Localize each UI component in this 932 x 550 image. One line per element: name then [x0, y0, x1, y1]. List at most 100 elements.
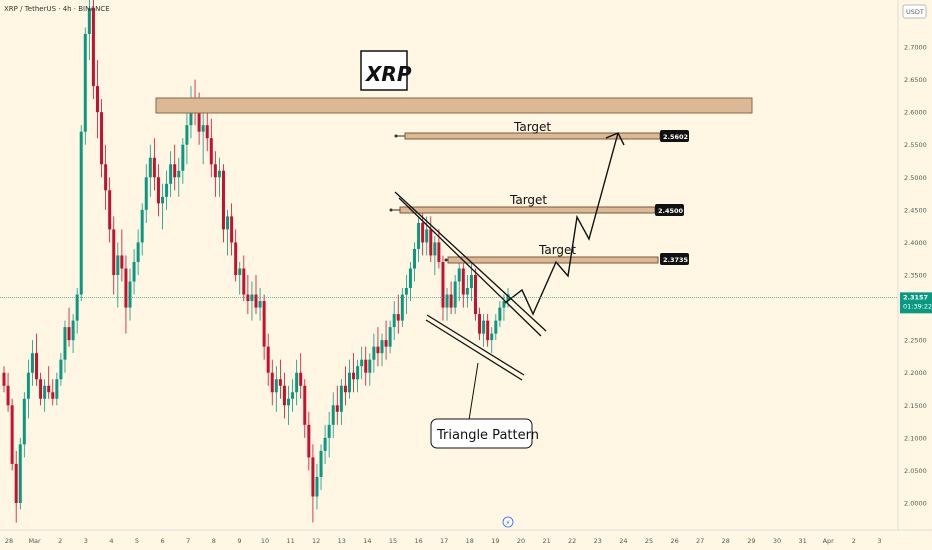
triangle-lower-line-a[interactable] [426, 314, 525, 376]
candle-body[interactable] [177, 170, 181, 178]
target-bar-3[interactable] [447, 256, 659, 264]
candle-body[interactable] [26, 372, 30, 399]
candle-body[interactable] [441, 261, 445, 308]
candle-body[interactable] [181, 144, 185, 171]
candle-body[interactable] [437, 242, 441, 262]
candle-body[interactable] [356, 366, 360, 380]
candle-body[interactable] [104, 164, 108, 191]
candle-body[interactable] [449, 294, 453, 308]
candle-body[interactable] [461, 268, 465, 295]
target-bar-2[interactable] [399, 206, 656, 214]
candle-body[interactable] [372, 346, 376, 360]
candle-body[interactable] [14, 463, 18, 503]
candle-body[interactable] [136, 242, 140, 262]
candle-body[interactable] [75, 294, 79, 321]
candle-body[interactable] [408, 268, 412, 289]
candle-body[interactable] [429, 229, 433, 256]
candle-body[interactable] [148, 157, 152, 178]
pattern-callout-box[interactable] [430, 418, 533, 449]
candle-body[interactable] [274, 379, 278, 393]
candle-body[interactable] [506, 294, 510, 302]
candle-body[interactable] [144, 177, 148, 210]
candle-body[interactable] [209, 138, 213, 165]
candle-body[interactable] [453, 281, 457, 308]
candle-body[interactable] [201, 125, 205, 132]
candle-body[interactable] [482, 320, 486, 334]
candle-body[interactable] [100, 112, 104, 165]
candle-body[interactable] [400, 294, 404, 321]
candle-body[interactable] [55, 379, 59, 399]
candle-body[interactable] [502, 301, 506, 308]
candle-body[interactable] [343, 385, 347, 393]
candle-body[interactable] [258, 301, 262, 308]
resistance-zone[interactable] [155, 97, 753, 114]
candle-body[interactable] [18, 444, 22, 503]
candles-layer[interactable] [2, 0, 510, 523]
candle-body[interactable] [238, 268, 242, 275]
candle-body[interactable] [303, 385, 307, 425]
time-axis[interactable]: 28 Mar 2 3 4 5 6 7 8 9 10 11 12 13 14 15 16 17 18 19 20 21 22 2… [5, 537, 882, 545]
currency-box[interactable] [902, 4, 927, 19]
projection-path[interactable] [504, 132, 619, 316]
candle-body[interactable] [30, 353, 34, 373]
candle-body[interactable] [417, 222, 421, 249]
price-axis[interactable]: 2.7000 2.6500 2.6000 2.5500 2.5000 2.4500 2.40… [904, 44, 927, 508]
candle-body[interactable] [213, 164, 217, 178]
candle-body[interactable] [433, 242, 437, 256]
candle-body[interactable] [299, 372, 303, 386]
candle-body[interactable] [315, 476, 319, 497]
candle-body[interactable] [388, 327, 392, 347]
candle-body[interactable] [234, 242, 238, 275]
candle-body[interactable] [242, 268, 246, 295]
candle-body[interactable] [91, 7, 95, 87]
candle-body[interactable] [51, 392, 55, 399]
triangle-lower-line-b[interactable] [425, 319, 523, 381]
candle-body[interactable] [47, 385, 51, 393]
candle-body[interactable] [169, 164, 173, 184]
candle-body[interactable] [352, 372, 356, 380]
candle-body[interactable] [217, 170, 221, 178]
candle-body[interactable] [469, 275, 473, 289]
candle-body[interactable] [457, 268, 461, 282]
lightning-icon[interactable]: ⚡ [506, 519, 511, 527]
candle-body[interactable] [108, 190, 112, 230]
candle-body[interactable] [380, 340, 384, 354]
candle-body[interactable] [2, 372, 6, 386]
candle-body[interactable] [421, 222, 425, 243]
candle-body[interactable] [35, 353, 39, 380]
candle-body[interactable] [376, 346, 380, 354]
candle-body[interactable] [120, 255, 124, 269]
candle-body[interactable] [360, 359, 364, 367]
candle-body[interactable] [445, 294, 449, 308]
candle-body[interactable] [116, 255, 120, 275]
candle-body[interactable] [473, 275, 477, 315]
candle-body[interactable] [335, 405, 339, 412]
candle-body[interactable] [319, 450, 323, 477]
candle-body[interactable] [494, 320, 498, 334]
candle-body[interactable] [71, 320, 75, 341]
candle-body[interactable] [311, 457, 315, 497]
candle-body[interactable] [425, 229, 429, 243]
candle-body[interactable] [165, 183, 169, 197]
candle-body[interactable] [291, 392, 295, 399]
candle-body[interactable] [6, 385, 10, 406]
candle-body[interactable] [413, 248, 417, 269]
candle-body[interactable] [404, 288, 408, 295]
candle-body[interactable] [465, 288, 469, 295]
candle-body[interactable] [95, 86, 99, 113]
candle-body[interactable] [262, 301, 266, 347]
candle-body[interactable] [39, 379, 43, 399]
candle-body[interactable] [67, 327, 71, 341]
candle-body[interactable] [270, 372, 274, 393]
candle-body[interactable] [197, 112, 201, 132]
candle-body[interactable] [132, 261, 136, 282]
title-box[interactable] [360, 50, 408, 91]
candle-body[interactable] [339, 385, 343, 412]
candle-body[interactable] [124, 268, 128, 308]
candle-body[interactable] [83, 33, 87, 132]
candle-body[interactable] [490, 333, 494, 341]
candle-body[interactable] [327, 424, 331, 438]
candle-body[interactable] [140, 209, 144, 243]
candle-body[interactable] [287, 398, 291, 406]
candle-body[interactable] [161, 196, 165, 204]
